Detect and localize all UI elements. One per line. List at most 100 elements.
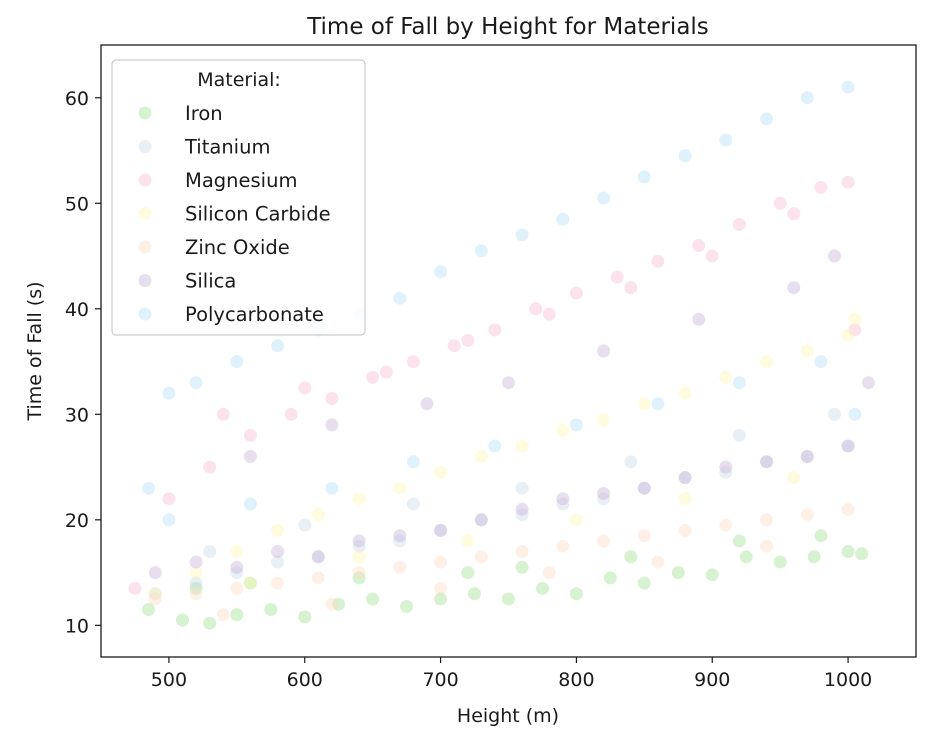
data-point-polycarbonate	[848, 407, 862, 421]
data-point-silica	[502, 376, 515, 390]
data-point-zinc-oxide	[637, 529, 651, 543]
data-point-iron	[637, 576, 651, 590]
data-point-silicon-carbide	[230, 545, 244, 558]
y-tick-label: 50	[65, 193, 89, 215]
data-point-polycarbonate	[325, 481, 339, 495]
data-point-zinc-oxide	[393, 560, 407, 574]
x-tick-label: 800	[558, 669, 594, 691]
y-axis-label: Time of Fall (s)	[24, 281, 46, 421]
data-point-magnesium	[787, 207, 801, 221]
data-point-polycarbonate	[814, 355, 828, 369]
x-tick-label: 600	[287, 669, 323, 691]
data-point-silicon-carbide	[556, 423, 570, 437]
plot-frame	[100, 44, 917, 658]
data-point-silicon-carbide	[243, 576, 257, 590]
data-point-silicon-carbide	[787, 471, 801, 485]
data-point-polycarbonate	[488, 439, 502, 453]
data-point-titanium	[624, 455, 638, 469]
data-point-iron	[434, 592, 448, 606]
data-point-zinc-oxide	[800, 508, 814, 522]
legend: Material: Iron Titanium Magnesium Silicon C…	[111, 59, 366, 336]
data-point-silica	[828, 249, 841, 263]
data-point-polycarbonate	[393, 291, 407, 305]
data-point-iron	[176, 613, 189, 627]
data-point-titanium	[311, 550, 325, 564]
legend-label: Magnesium	[185, 169, 297, 192]
data-point-iron	[536, 581, 549, 595]
data-point-silica	[862, 376, 875, 390]
data-point-silicon-carbide	[569, 513, 583, 527]
data-point-magnesium	[203, 460, 217, 474]
data-point-zinc-oxide	[597, 534, 611, 548]
data-point-zinc-oxide	[325, 597, 339, 611]
data-point-silica	[841, 439, 855, 453]
data-point-magnesium	[366, 370, 380, 384]
data-point-silicon-carbide	[393, 481, 407, 495]
data-point-silicon-carbide	[434, 465, 448, 479]
data-point-zinc-oxide	[651, 555, 665, 569]
data-point-zinc-oxide	[434, 555, 448, 569]
data-point-magnesium	[773, 196, 787, 210]
data-point-magnesium	[624, 281, 638, 295]
data-point-iron	[739, 550, 753, 564]
data-point-zinc-oxide	[189, 587, 203, 601]
data-point-iron	[243, 576, 257, 590]
data-point-silica	[637, 481, 651, 495]
data-point-zinc-oxide	[230, 581, 244, 595]
data-point-titanium	[406, 497, 420, 511]
data-point-silica	[243, 450, 257, 463]
data-point-iron	[189, 581, 203, 595]
data-point-zinc-oxide	[719, 518, 733, 532]
data-point-iron	[142, 603, 155, 616]
data-point-polycarbonate	[556, 212, 570, 226]
x-tick-label: 1000	[824, 669, 872, 691]
data-point-polycarbonate	[162, 513, 176, 527]
data-point-polycarbonate	[651, 397, 665, 411]
data-point-iron	[732, 534, 746, 548]
y-tick-label: 60	[65, 88, 89, 110]
data-point-silicon-carbide	[474, 450, 488, 463]
x-tick-label: 500	[151, 669, 187, 691]
y-tick-label: 30	[65, 404, 89, 426]
legend-label: Iron	[185, 102, 223, 125]
legend-marker	[138, 240, 152, 254]
data-point-silicon-carbide	[637, 397, 651, 411]
data-point-titanium	[230, 566, 244, 580]
x-tick-label: 900	[694, 669, 730, 691]
data-point-silicon-carbide	[678, 386, 692, 400]
legend-title: Material:	[197, 69, 281, 91]
data-point-silica	[352, 534, 366, 548]
legend-box	[111, 59, 366, 336]
data-point-titanium	[841, 439, 855, 453]
data-point-titanium	[474, 513, 488, 527]
data-point-silica	[678, 471, 692, 485]
data-point-zinc-oxide	[474, 550, 488, 564]
data-point-iron	[624, 550, 638, 564]
data-point-magnesium	[128, 581, 142, 595]
x-axis-label: Height (m)	[457, 705, 559, 727]
data-point-zinc-oxide	[542, 566, 556, 580]
data-point-silica	[692, 312, 706, 326]
data-point-titanium	[828, 407, 841, 421]
data-point-silicon-carbide	[271, 523, 285, 537]
data-point-polycarbonate	[515, 228, 529, 242]
data-point-zinc-oxide	[556, 539, 570, 553]
legend-label: Silicon Carbide	[185, 203, 331, 226]
data-point-silicon-carbide	[800, 344, 814, 358]
data-point-iron	[461, 566, 475, 580]
data-point-silica	[787, 281, 801, 295]
data-point-iron	[400, 599, 414, 613]
x-tick-label: 700	[422, 669, 458, 691]
data-point-silicon-carbide	[189, 566, 203, 580]
data-point-polycarbonate	[406, 455, 420, 469]
data-point-magnesium	[848, 323, 862, 337]
data-point-magnesium	[841, 175, 855, 189]
data-point-zinc-oxide	[678, 523, 692, 537]
data-point-iron	[855, 547, 869, 561]
y-tick-label: 40	[65, 299, 89, 321]
data-point-silica	[325, 418, 339, 432]
data-point-polycarbonate	[800, 91, 814, 105]
data-point-titanium	[637, 481, 651, 495]
